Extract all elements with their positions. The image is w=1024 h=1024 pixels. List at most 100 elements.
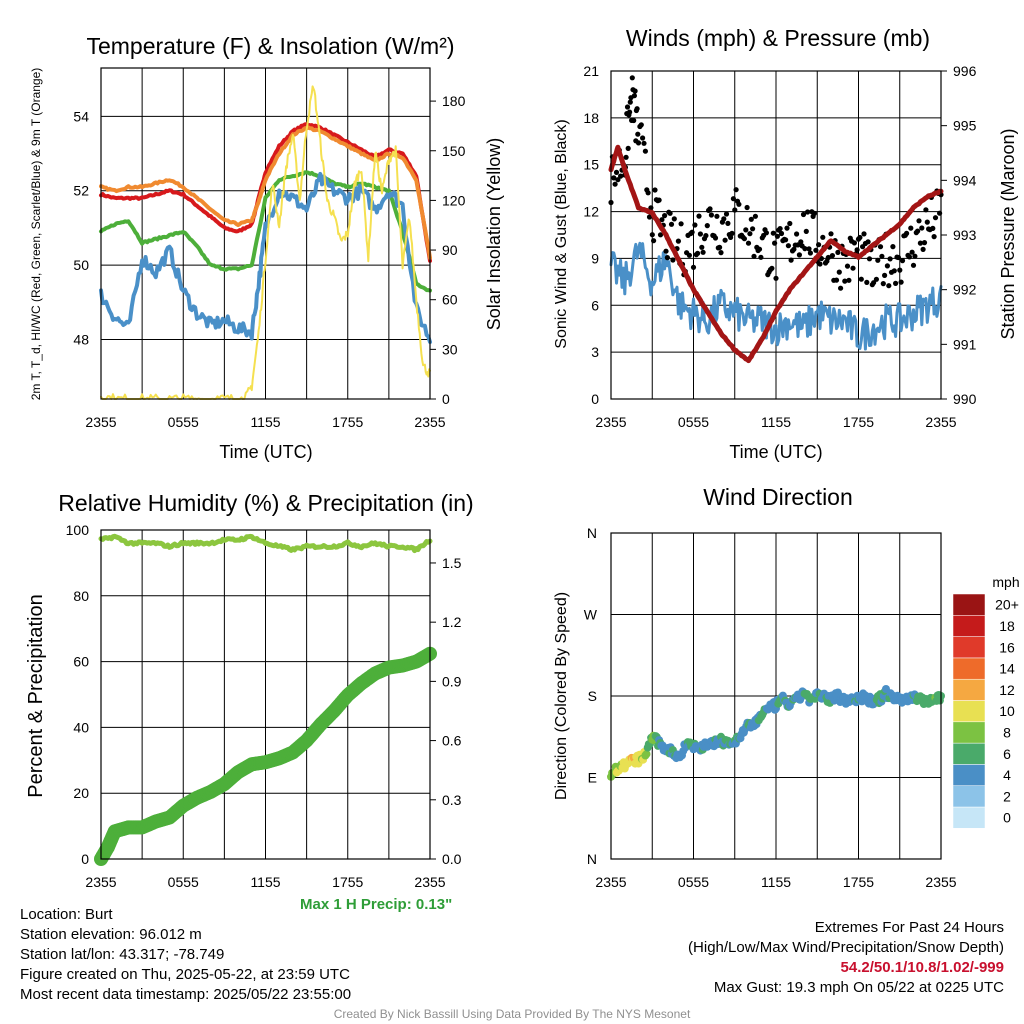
wind-gust-point [631, 117, 637, 124]
temp-series-9m-t [99, 125, 432, 260]
wind-gust-point [641, 140, 647, 146]
wind-ytick-right-label: 991 [953, 336, 977, 352]
legend-swatch [952, 785, 986, 808]
rh-xtick-label: 1755 [332, 874, 363, 890]
wind-gust-point [656, 197, 662, 203]
wind-gust-point [736, 201, 742, 207]
wind-gust-point [817, 261, 823, 267]
wind-gust-point [690, 264, 697, 270]
wind-gust-point [649, 232, 655, 238]
wind-gust-point [769, 265, 775, 271]
wind-gust-point [919, 225, 925, 231]
wind-gust-point [699, 244, 705, 250]
wind-gust-point [625, 145, 631, 151]
elevation-text: Station elevation: 96.012 m [20, 926, 202, 943]
wind-gust-point [802, 246, 808, 252]
wind-gust-point [627, 109, 633, 115]
rh-ytick-right-label: 0.3 [442, 792, 462, 808]
dir-title: Wind Direction [703, 484, 853, 510]
wind-gust-point [663, 248, 669, 254]
wind-ytick-right-label: 992 [953, 282, 977, 298]
temp-ytick-right-label: 0 [442, 391, 450, 407]
wind-gust-point [836, 269, 842, 275]
station-info: Location: Burt Station elevation: 96.012… [20, 905, 351, 1005]
dir-ytick-label: N [587, 525, 597, 541]
wind-gust-point [858, 276, 864, 282]
latlon-text: Station lat/lon: 43.317; -78.749 [20, 946, 225, 963]
wind-gust-point [923, 207, 929, 213]
wind-gust-point [917, 240, 924, 246]
wind-gust-point [717, 244, 723, 250]
legend-swatch [952, 806, 986, 829]
legend-swatch [952, 742, 986, 765]
wind-gust-point [675, 238, 682, 244]
legend-label: 6 [1003, 746, 1011, 762]
wind-gust-point [756, 246, 763, 252]
wind-ytick-right-label: 996 [953, 63, 977, 79]
wind-gust-point [898, 279, 904, 285]
legend-swatch [952, 700, 986, 723]
wind-gust-point [842, 278, 848, 284]
temp-series-solar [100, 85, 431, 400]
wind-ytick-label: 18 [583, 110, 599, 126]
wind-xtick-label: 2355 [595, 414, 626, 430]
wind-gust-point [671, 216, 677, 222]
wind-gust-point [798, 239, 804, 245]
wind-xlabel: Time (UTC) [729, 442, 822, 462]
legend-swatch [952, 657, 986, 680]
wind-gust-point [640, 135, 646, 141]
wind-gust-point [750, 226, 756, 232]
recent-text: Most recent data timestamp: 2025/05/22 2… [20, 986, 352, 1003]
wind-gust-point [758, 254, 764, 260]
wind-gust-point [662, 213, 668, 219]
dir-xtick-label: 1155 [761, 874, 791, 890]
temp-frame [100, 67, 431, 400]
wind-gust-point [692, 222, 698, 228]
temp-xtick-label: 0555 [168, 414, 199, 430]
rh-ytick-label: 40 [73, 719, 89, 735]
temp-title: Temperature (F) & Insolation (W/m²) [86, 33, 454, 59]
wind-gust-point [784, 225, 790, 231]
temp-ytick-right-label: 30 [442, 341, 458, 357]
rh-xtick-label: 1155 [250, 874, 280, 890]
wind-gust-point [833, 277, 840, 283]
wind-gust-point [618, 173, 624, 179]
dir-ylabel-left: Direction (Colored By Speed) [553, 592, 570, 800]
rh-ytick-right-label: 1.2 [442, 614, 462, 630]
wind-gust-point [624, 104, 631, 110]
wind-gust-point [825, 254, 831, 261]
wind-ytick-right-label: 995 [953, 118, 977, 134]
wind-gust-point [800, 211, 807, 218]
location-text: Location: Burt [20, 906, 113, 923]
wind-gust-point [631, 93, 638, 99]
wind-gust-point [794, 231, 800, 237]
wind-gust-point [807, 250, 814, 256]
wind-gust-point [718, 250, 724, 256]
dir-xtick-label: 2355 [595, 874, 626, 890]
wind-gust-point [723, 211, 730, 217]
wind-ytick-right-label: 993 [953, 227, 977, 243]
wind-gust-point [686, 252, 693, 258]
wind-ytick-label: 6 [591, 297, 599, 313]
temp-series-hi-wc [99, 171, 432, 344]
wind-gust-point [884, 263, 891, 269]
wind-gust-point [778, 230, 785, 237]
dir-ytick-label: S [588, 688, 597, 704]
wind-gust-point [829, 253, 836, 259]
wind-gust-point [857, 234, 863, 241]
wind-gust-point [670, 257, 676, 263]
legend-label: 0 [1003, 810, 1011, 826]
wind-ytick-right-label: 990 [953, 391, 977, 407]
wind-gust-point [642, 148, 649, 154]
wind-gust-point [651, 238, 657, 244]
wind-gust-point [915, 228, 921, 234]
temp-ytick-right-label: 180 [442, 93, 466, 109]
wind-xtick-label: 1755 [843, 414, 874, 430]
rh-ytick-right-label: 1.5 [442, 555, 462, 571]
wind-gust-point [751, 253, 757, 259]
dir-xtick-label: 0555 [678, 874, 709, 890]
rh-ytick-label: 0 [81, 851, 89, 867]
extremes-info: Extremes For Past 24 Hours (High/Low/Max… [688, 918, 1004, 998]
wind-gust-point [712, 235, 719, 241]
